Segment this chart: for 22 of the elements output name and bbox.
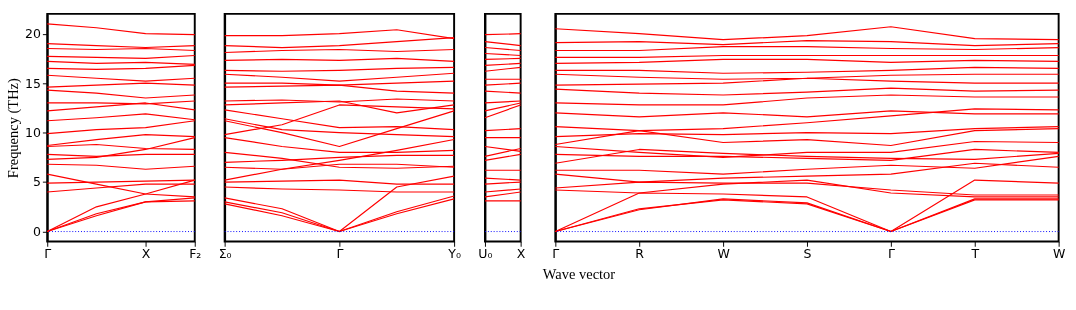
y-tick-label: 0 — [33, 223, 42, 239]
y-tick-label: 5 — [33, 174, 41, 190]
x-tick-label: Y₀ — [447, 246, 461, 262]
y-tick-label: 20 — [25, 26, 41, 42]
x-tick-label: T — [970, 246, 980, 262]
x-tick-label: U₀ — [478, 246, 493, 262]
x-tick-label: X — [516, 246, 526, 262]
x-axis-title: Wave vector — [542, 265, 616, 282]
x-tick-label: X — [141, 246, 151, 262]
x-tick-label: Γ — [336, 246, 344, 262]
x-tick-label: F₂ — [189, 246, 202, 262]
x-tick-label: Γ — [887, 246, 895, 262]
y-axis-title: Frequency (THz) — [5, 78, 23, 179]
x-tick-label: W — [717, 246, 730, 262]
x-tick-label: R — [635, 246, 645, 262]
x-tick-label: W — [1052, 246, 1066, 262]
x-tick-label: Γ — [44, 246, 52, 262]
x-tick-label: Γ — [552, 246, 560, 262]
x-tick-label: Σ₀ — [218, 246, 232, 262]
y-tick-label: 10 — [25, 124, 41, 140]
x-tick-label: S — [803, 246, 812, 262]
y-tick-label: 15 — [25, 75, 41, 91]
